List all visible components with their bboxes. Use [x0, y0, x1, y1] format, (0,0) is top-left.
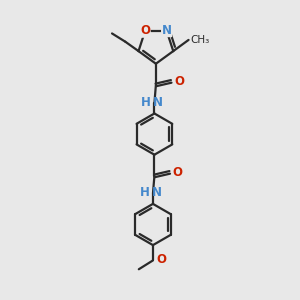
Text: H: H — [141, 96, 151, 109]
Text: O: O — [156, 253, 166, 266]
Text: N: N — [152, 187, 161, 200]
Text: O: O — [173, 166, 183, 179]
Text: O: O — [140, 24, 150, 37]
Text: O: O — [174, 75, 184, 88]
Text: N: N — [153, 96, 163, 109]
Text: N: N — [162, 24, 172, 37]
Text: H: H — [140, 187, 150, 200]
Text: CH₃: CH₃ — [190, 35, 209, 45]
